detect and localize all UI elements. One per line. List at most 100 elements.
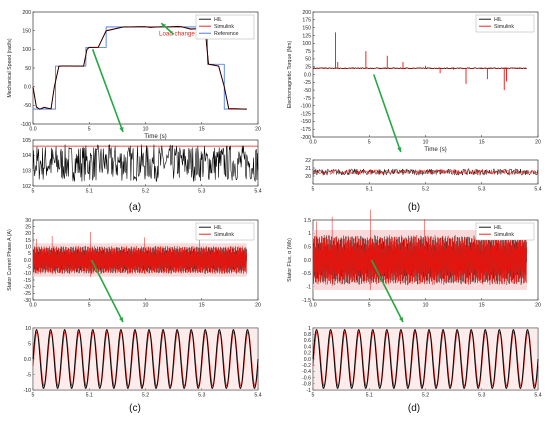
series-simulink — [32, 245, 247, 275]
y-tick-label: 100 — [22, 47, 31, 53]
legend-label: Simulink — [494, 24, 514, 30]
x-tick-label: 5.2 — [422, 187, 429, 193]
y-tick-label: 15 — [25, 238, 31, 244]
x-tick-label: 5 — [88, 127, 91, 133]
y-tick-label: -150 — [301, 119, 311, 125]
y-tick-label: 0.4 — [304, 344, 311, 350]
y-tick-label: 50 — [305, 57, 311, 63]
panel-a: 0.0 5 10 15 20 -100 -50 0.0 50 100 150 200 Time (s) M… — [7, 10, 262, 213]
y-tick-label: 175 — [302, 18, 311, 24]
x-tick-label: 15 — [479, 303, 485, 309]
y-tick-label: -75 — [304, 96, 312, 102]
x-tick-label: 20 — [535, 140, 541, 146]
y-tick-label: 5 — [28, 341, 31, 347]
y-tick-label: 0.6 — [304, 338, 311, 344]
y-tick-label: 105 — [22, 138, 31, 144]
y-tick-label: -50 — [24, 103, 32, 109]
x-tick-label: 5.4 — [534, 393, 541, 399]
x-tick-label: 5.3 — [478, 187, 485, 193]
x-tick-label: 15 — [479, 140, 485, 146]
x-tick-label: 5.3 — [478, 393, 485, 399]
x-tick-label: 5.1 — [86, 393, 93, 399]
panel-c: 0.0 5 10 15 20-30-25-20-15-10-50.05101520253… — [7, 218, 262, 414]
y-tick-label: -50 — [304, 88, 312, 94]
y-tick-label: -0.6 — [302, 375, 311, 381]
series-simulink — [312, 234, 527, 286]
y-axis-label: Stator Flux, α (Wb) — [287, 238, 293, 282]
x-tick-label: 10 — [423, 140, 429, 146]
y-tick-label: -10 — [24, 271, 32, 277]
y-tick-label: 0.0 — [304, 72, 311, 78]
zoom-arrow — [370, 259, 404, 323]
y-tick-label: -200 — [301, 135, 311, 141]
x-tick-label: 5 — [88, 303, 91, 309]
y-tick-label: 1 — [308, 326, 311, 332]
x-tick-label: 5.1 — [86, 189, 93, 195]
y-tick-label: 1.5 — [304, 218, 311, 224]
x-tick-label: 10 — [423, 303, 429, 309]
y-axis-label: Stator Current Phase A (A) — [7, 229, 13, 291]
y-tick-label: -5 — [26, 372, 31, 378]
x-tick-label: 5.2 — [422, 393, 429, 399]
x-tick-label: 5 — [32, 393, 35, 399]
x-tick-label: 5.3 — [198, 189, 205, 195]
y-tick-label: 5 — [28, 251, 31, 257]
x-tick-label: 0.0 — [29, 303, 36, 309]
y-tick-label: -100 — [21, 122, 31, 128]
x-tick-label: 15 — [199, 303, 205, 309]
zoom-arrow — [372, 74, 402, 153]
y-tick-label: -25 — [24, 291, 32, 297]
y-tick-label: -100 — [301, 104, 311, 110]
x-tick-label: 5.1 — [366, 393, 373, 399]
x-axis-label: Time (s) — [424, 146, 446, 153]
zoom-hil-noise — [32, 144, 259, 182]
zoom-hil-sine — [312, 329, 539, 389]
plot-frame — [312, 11, 539, 138]
y-tick-label: -0.5 — [302, 271, 311, 277]
y-axis-label: Mechanical Speed (rad/s) — [7, 38, 13, 97]
y-axis-label: Electromagnetic Torque (Nm) — [287, 41, 293, 109]
x-tick-label: 5.3 — [198, 393, 205, 399]
zoom-hil-sine — [32, 329, 259, 389]
panel-caption: (b) — [408, 202, 420, 213]
y-tick-label: 200 — [22, 10, 31, 16]
y-tick-label: -0.4 — [302, 369, 311, 375]
y-tick-label: -20 — [24, 284, 32, 290]
x-tick-label: 20 — [535, 303, 541, 309]
legend-label: HIL — [494, 17, 502, 23]
zoom-arrow — [90, 259, 124, 323]
x-tick-label: 0.0 — [309, 140, 316, 146]
y-tick-label: 0.5 — [304, 244, 311, 250]
y-tick-label: -1.5 — [302, 298, 311, 304]
y-tick-label: -175 — [301, 127, 311, 133]
y-tick-label: -5 — [26, 264, 31, 270]
zoom-arrow — [91, 49, 124, 133]
zoom-simulink-noise — [312, 169, 539, 175]
x-tick-label: 5.2 — [142, 393, 149, 399]
y-tick-label: -10 — [24, 388, 32, 394]
y-tick-label: 10 — [25, 244, 31, 250]
y-tick-label: 200 — [302, 10, 311, 16]
x-tick-label: 5 — [32, 189, 35, 195]
zoom-arrow-head — [399, 317, 403, 322]
y-tick-label: 0.0 — [24, 258, 31, 264]
y-tick-label: 150 — [22, 28, 31, 34]
x-tick-label: 15 — [199, 127, 205, 133]
x-tick-label: 5.4 — [254, 189, 261, 195]
x-tick-label: 5 — [368, 303, 371, 309]
panel-caption: (a) — [129, 202, 141, 213]
x-tick-label: 0.0 — [29, 127, 36, 133]
legend-box — [195, 14, 255, 40]
load-change-annotation: Load change — [159, 31, 195, 38]
zoom-arrow-head — [397, 147, 402, 152]
x-tick-label: 5 — [312, 187, 315, 193]
y-tick-label: -1 — [306, 284, 311, 290]
y-tick-label: 21 — [305, 166, 311, 172]
y-tick-label: 25 — [305, 65, 311, 71]
legend-label: HIL — [214, 17, 222, 23]
y-tick-label: 75 — [305, 49, 311, 55]
zoom-arrow-head — [119, 317, 123, 322]
y-tick-label: 20 — [25, 231, 31, 237]
